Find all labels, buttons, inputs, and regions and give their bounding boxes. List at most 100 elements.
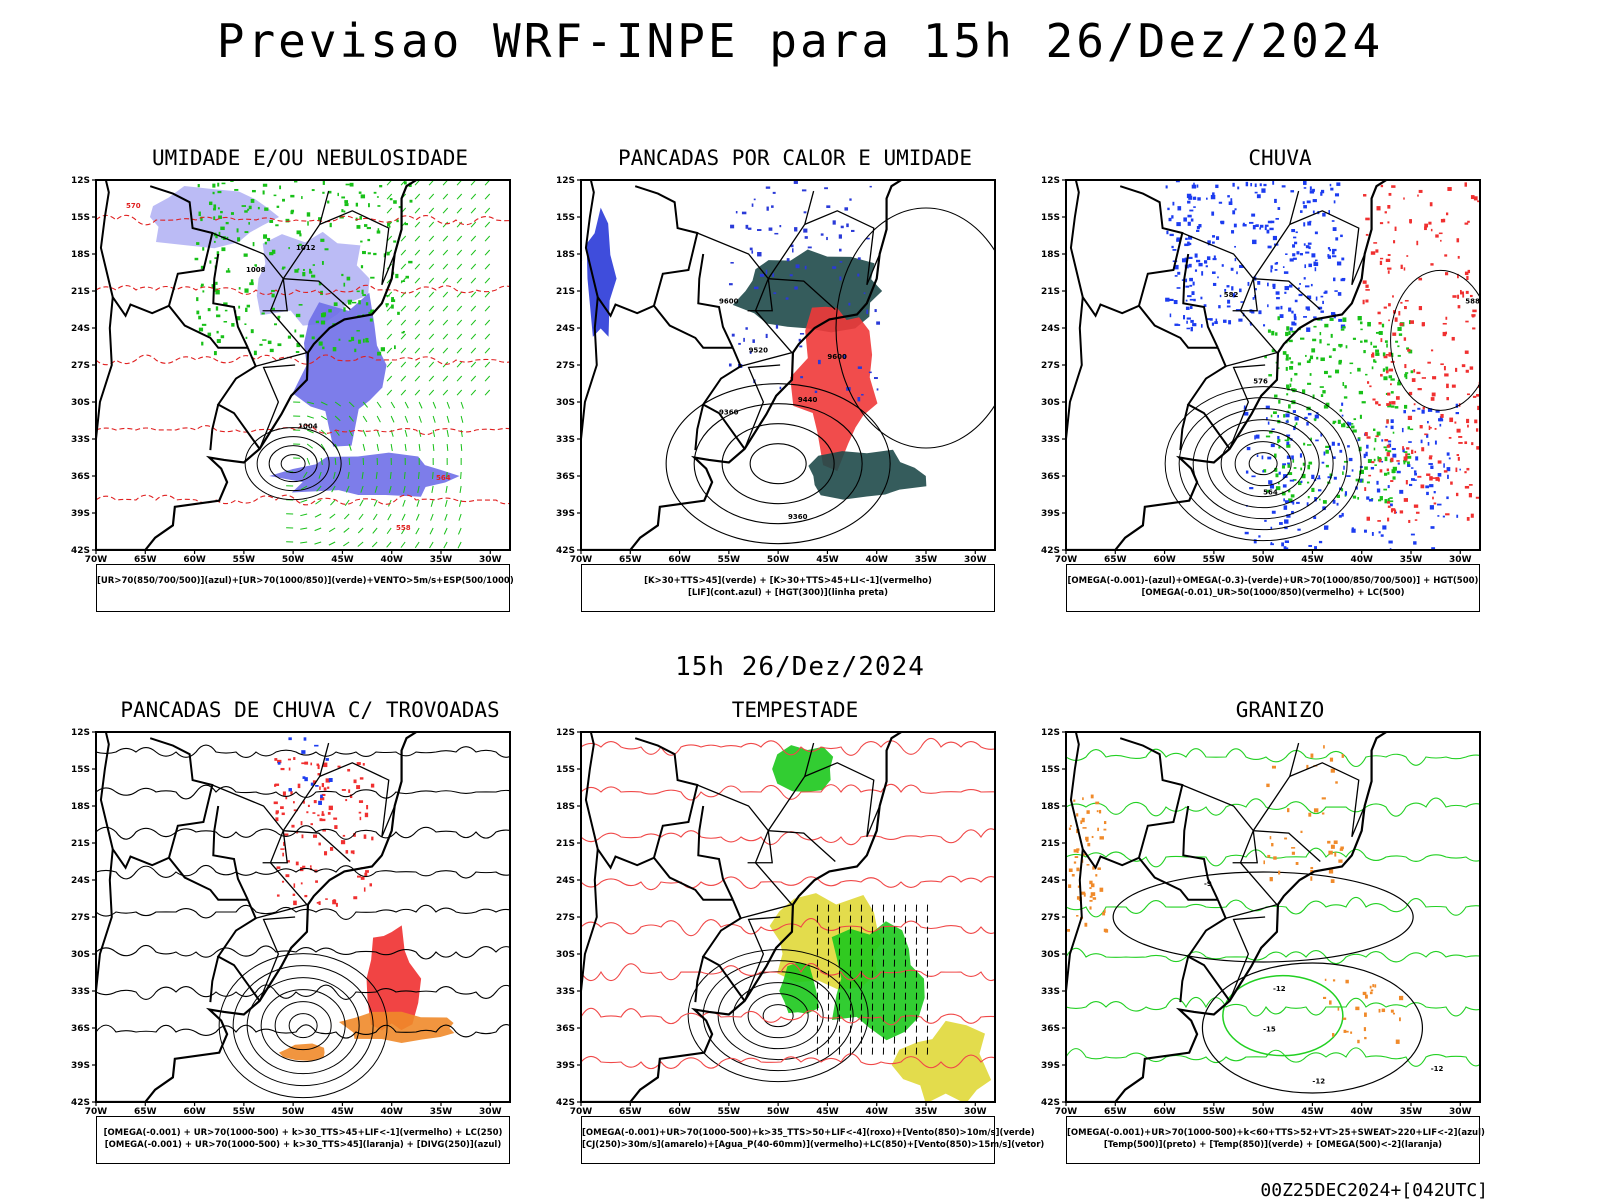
storm-speck-red	[293, 801, 295, 803]
rain-speck-blue	[1217, 276, 1219, 278]
rain-speck-blue	[1271, 265, 1273, 269]
omega-speck-orange	[1371, 989, 1373, 991]
rain-speck-green	[1335, 370, 1339, 374]
rain-speck-blue	[1315, 267, 1317, 271]
rain-speck-red	[1446, 212, 1448, 215]
lat-label: 33S	[556, 987, 575, 997]
lif-speck	[757, 229, 761, 231]
lat-label: 12S	[71, 176, 90, 186]
omega-speck-orange	[1393, 1013, 1395, 1015]
rain-speck-blue	[1314, 262, 1318, 266]
lif-speck	[787, 258, 790, 261]
rain-speck-green	[1268, 329, 1271, 332]
lif-speck	[772, 273, 774, 277]
rain-speck-green	[1375, 438, 1377, 442]
humidity-speck-green	[394, 345, 396, 349]
lif-speck	[748, 228, 752, 230]
omega-speck-orange	[1323, 745, 1325, 748]
rain-speck-red	[1444, 254, 1447, 256]
rain-speck-blue	[1223, 320, 1227, 323]
rain-speck-blue	[1336, 182, 1340, 186]
rain-speck-blue	[1438, 473, 1442, 477]
humidity-speck-green	[323, 181, 325, 185]
rain-speck-blue	[1288, 308, 1291, 312]
rain-speck-blue	[1196, 260, 1200, 262]
omega-speck-orange	[1322, 812, 1324, 814]
rain-speck-red	[1416, 241, 1418, 245]
lif-speck	[869, 372, 872, 374]
rain-speck-blue	[1198, 263, 1202, 266]
rain-speck-blue	[1335, 237, 1338, 240]
rain-speck-blue	[1308, 545, 1312, 547]
humidity-speck-green	[348, 300, 352, 302]
rain-speck-red	[1375, 249, 1378, 252]
humidity-speck-green	[271, 290, 275, 292]
rain-speck-blue	[1417, 408, 1420, 410]
rain-speck-red	[1406, 480, 1408, 484]
rain-speck-green	[1275, 332, 1277, 335]
rain-speck-red	[1429, 455, 1432, 457]
rain-speck-blue	[1376, 481, 1378, 485]
divergence-speck-blue	[288, 788, 291, 791]
lif-speck	[818, 360, 821, 364]
rain-speck-blue	[1296, 502, 1300, 504]
lat-label: 18S	[1041, 250, 1060, 260]
legend-line: [OMEGA(-0.001) + UR>70(1000-500) + k>30_…	[97, 1139, 509, 1151]
rain-speck-blue	[1227, 285, 1230, 287]
omega-speck-orange	[1340, 848, 1343, 851]
rain-speck-blue	[1456, 412, 1459, 414]
omega-speck-orange	[1097, 867, 1101, 870]
lat-label: 30S	[556, 398, 575, 408]
rain-speck-blue	[1300, 253, 1303, 255]
humidity-speck-green	[378, 228, 380, 231]
rain-speck-red	[1452, 385, 1456, 388]
omega-speck-orange	[1329, 869, 1333, 873]
rain-speck-red	[1363, 300, 1365, 304]
rain-speck-blue	[1191, 327, 1193, 331]
omega-speck-orange	[1374, 984, 1376, 987]
rain-speck-green	[1286, 354, 1289, 358]
omega-speck-orange	[1272, 766, 1276, 769]
humidity-speck-green	[343, 283, 345, 287]
storm-speck-red	[354, 779, 357, 783]
rain-speck-blue	[1177, 287, 1181, 289]
rain-speck-red	[1457, 295, 1459, 299]
omega-speck-orange	[1382, 1009, 1385, 1012]
rain-speck-blue	[1307, 222, 1311, 226]
panel-title: PANCADAS DE CHUVA C/ TROVOADAS	[60, 698, 560, 722]
lat-label: 27S	[71, 913, 90, 923]
rain-speck-green	[1357, 368, 1360, 372]
rain-speck-blue	[1204, 260, 1207, 263]
rain-speck-green	[1286, 393, 1288, 395]
rain-speck-red	[1408, 416, 1412, 420]
rain-speck-blue	[1392, 448, 1396, 450]
humidity-speck-green	[297, 230, 301, 234]
rain-speck-blue	[1283, 484, 1287, 487]
rain-speck-blue	[1200, 297, 1202, 300]
rain-speck-red	[1387, 268, 1391, 270]
storm-speck-red	[365, 813, 368, 817]
rain-speck-blue	[1411, 467, 1413, 469]
rain-speck-blue	[1447, 475, 1449, 479]
rain-speck-red	[1471, 514, 1474, 518]
rain-speck-green	[1342, 326, 1346, 328]
rain-speck-blue	[1193, 206, 1196, 208]
lat-label: 12S	[71, 728, 90, 738]
omega-speck-orange	[1322, 797, 1326, 799]
rain-speck-blue	[1364, 454, 1366, 458]
humidity-speck-green	[368, 252, 371, 254]
rain-speck-red	[1408, 520, 1410, 523]
rain-speck-red	[1440, 414, 1443, 418]
storm-speck-red	[370, 883, 373, 886]
rain-speck-red	[1391, 185, 1395, 188]
rain-speck-blue	[1234, 224, 1237, 228]
humidity-speck-green	[298, 268, 300, 270]
omega-speck-orange	[1284, 838, 1287, 840]
rain-speck-blue	[1176, 239, 1180, 242]
rain-speck-green	[1375, 350, 1379, 353]
rain-speck-red	[1458, 256, 1460, 259]
lif-speck	[792, 248, 794, 252]
rain-speck-green	[1360, 341, 1363, 343]
storm-speck-red	[318, 843, 320, 846]
rain-speck-blue	[1296, 231, 1298, 233]
